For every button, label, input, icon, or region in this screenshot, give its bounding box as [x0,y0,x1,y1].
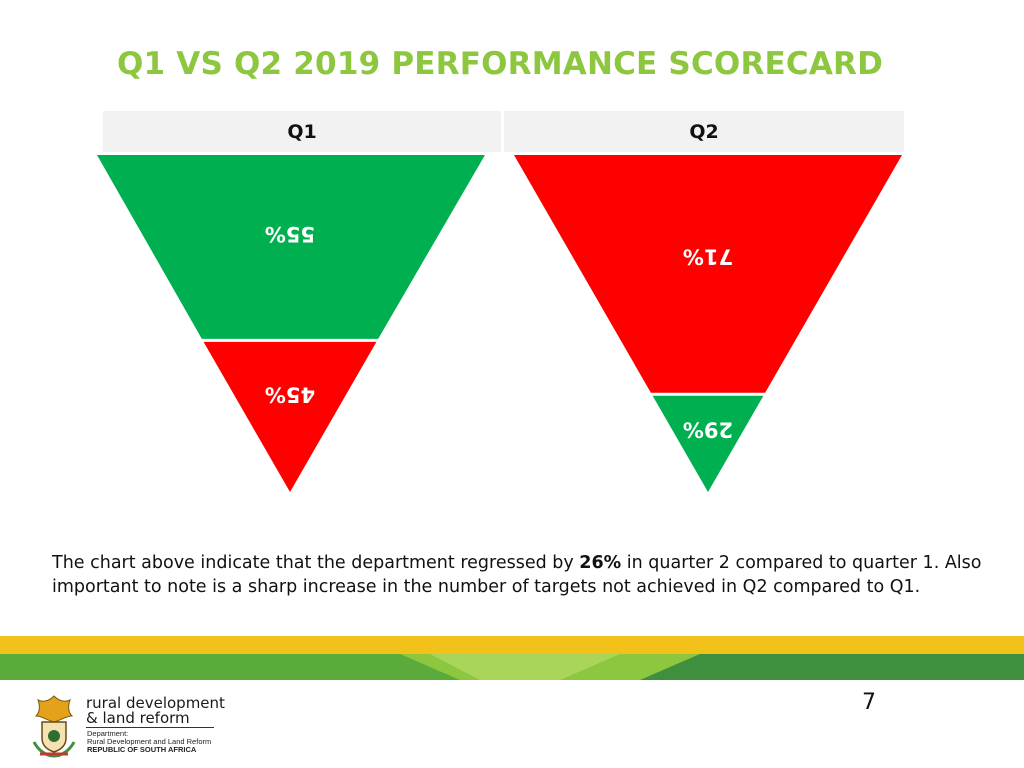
band-green-dark-left [0,654,460,680]
band-yellow [0,636,1024,654]
dept-label: Department: [87,729,129,738]
funnel-q2-label-1: 71% [683,244,733,268]
funnel-chart: 55% 45% 71% 29% [97,155,902,492]
header-q1: Q1 [103,111,501,152]
funnel-q2-bottom-segment [652,395,764,492]
chart-caption: The chart above indicate that the depart… [52,551,992,599]
coat-of-arms-icon [32,695,76,758]
funnel-q1-label-2: 45% [265,382,315,406]
funnel-q1-label-1: 55% [265,222,315,246]
org-name-line2: & land reform [86,709,190,727]
band-green-dark-right [640,654,1024,680]
slide-title: Q1 VS Q2 2019 PERFORMANCE SCORECARD [116,46,884,82]
country-name: REPUBLIC OF SOUTH AFRICA [87,745,197,754]
funnel-q1-bottom-segment [203,341,377,492]
org-name-line1: rural development [86,694,225,712]
caption-text-1: The chart above indicate that the depart… [52,553,580,573]
dept-name: Rural Development and Land Reform [87,737,212,746]
org-divider [86,727,214,728]
header-q2: Q2 [504,111,904,152]
funnel-q1-top-segment [97,155,485,339]
band-highlight [430,654,620,680]
page-number: 7 [862,690,876,715]
decorative-footer-band [0,636,1024,680]
caption-text-2: in quarter 2 compared to quarter 1. Also… [52,553,982,597]
funnel-q2-top-segment [514,155,902,393]
caption-highlight: 26% [579,553,622,573]
funnel-q2-label-2: 29% [683,417,733,441]
